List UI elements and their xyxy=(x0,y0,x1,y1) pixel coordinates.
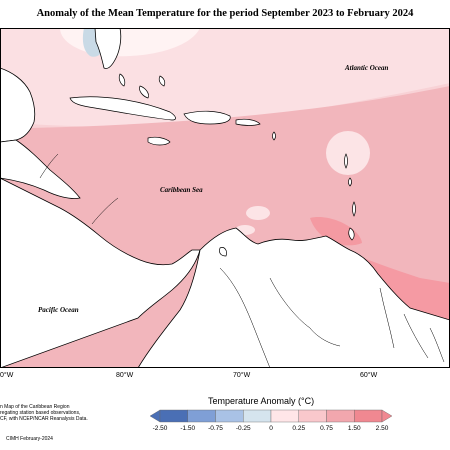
colorbar-cell xyxy=(215,409,244,423)
colorbar-tick-label: 1.50 xyxy=(347,425,361,432)
light-patch-2 xyxy=(246,206,270,220)
colorbar-cell xyxy=(187,409,216,423)
colorbar-tick-label: -0.75 xyxy=(208,425,223,432)
islands xyxy=(69,73,356,257)
light-patch-1 xyxy=(326,131,370,175)
lon-tick-70: 70°W xyxy=(233,372,251,379)
caribbean-label: Caribbean Sea xyxy=(160,186,203,194)
colorbar-tick-label: -1.50 xyxy=(180,425,196,432)
map-notes: n Map of the Caribbean Region regating s… xyxy=(0,404,120,422)
colorbar-cell xyxy=(270,409,299,423)
lon-tick-80: 80°W xyxy=(116,372,134,379)
colorbar-tick-label: 0.75 xyxy=(320,425,333,432)
credit: CIMH February-2024 xyxy=(6,436,53,442)
note-line-3: CF, with NCEP/NCAR Reanalysis Data. xyxy=(0,416,88,422)
note-line-2: regating station based observations, xyxy=(0,410,81,416)
warm-patch xyxy=(310,217,362,246)
note-line-1: n Map of the Caribbean Region xyxy=(0,404,70,410)
colorbar-cell xyxy=(159,409,188,423)
colorbar-cell xyxy=(326,409,355,423)
anomaly-map: Atlantic Ocean Caribbean Sea Pacific Oce… xyxy=(0,28,450,368)
colorbar-cell xyxy=(354,409,383,423)
colorbar-cell xyxy=(243,409,272,423)
colorbar-high-end xyxy=(381,409,392,423)
colorbar-tick-label: -2.50 xyxy=(152,425,168,432)
map-title: Anomaly of the Mean Temperature for the … xyxy=(36,8,414,19)
pacific-label: Pacific Ocean xyxy=(38,306,79,314)
colorbar-tick-label: 2.50 xyxy=(375,425,389,432)
lon-tick-90: 0°W xyxy=(0,372,14,379)
colorbar xyxy=(150,409,392,423)
colorbar-low-end xyxy=(150,409,161,423)
lon-tick-60: 60°W xyxy=(360,372,378,379)
colorbar-cell xyxy=(298,409,327,423)
borders xyxy=(39,153,445,368)
atlantic-label: Atlantic Ocean xyxy=(344,64,388,72)
landmass xyxy=(0,28,450,368)
colorbar-tick-label: 0 xyxy=(269,425,273,432)
colorbar-tick-label: 0.25 xyxy=(292,425,306,432)
legend-title: Temperature Anomaly (°C) xyxy=(208,396,315,406)
colorbar-tick-label: -0.25 xyxy=(235,425,251,432)
